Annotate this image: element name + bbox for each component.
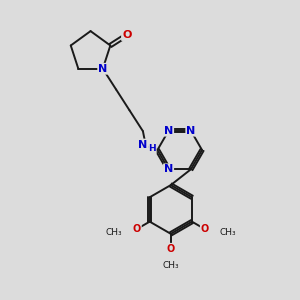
Text: N: N: [98, 64, 107, 74]
Text: N: N: [164, 126, 173, 136]
Text: N: N: [138, 140, 148, 149]
Text: O: O: [201, 224, 209, 234]
Text: N: N: [186, 126, 196, 136]
Text: CH₃: CH₃: [220, 227, 236, 236]
Text: O: O: [167, 244, 175, 254]
Text: H: H: [148, 145, 156, 154]
Text: CH₃: CH₃: [105, 227, 122, 236]
Text: CH₃: CH₃: [163, 261, 179, 270]
Text: O: O: [133, 224, 141, 234]
Text: N: N: [164, 164, 173, 174]
Text: O: O: [122, 30, 131, 40]
